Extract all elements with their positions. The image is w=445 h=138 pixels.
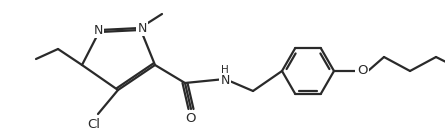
Text: N: N — [138, 22, 147, 34]
Text: N: N — [220, 75, 230, 87]
Text: Cl: Cl — [88, 117, 101, 131]
Text: N: N — [93, 23, 103, 36]
Text: H: H — [221, 65, 229, 75]
Text: O: O — [186, 112, 196, 125]
Text: O: O — [357, 64, 367, 78]
